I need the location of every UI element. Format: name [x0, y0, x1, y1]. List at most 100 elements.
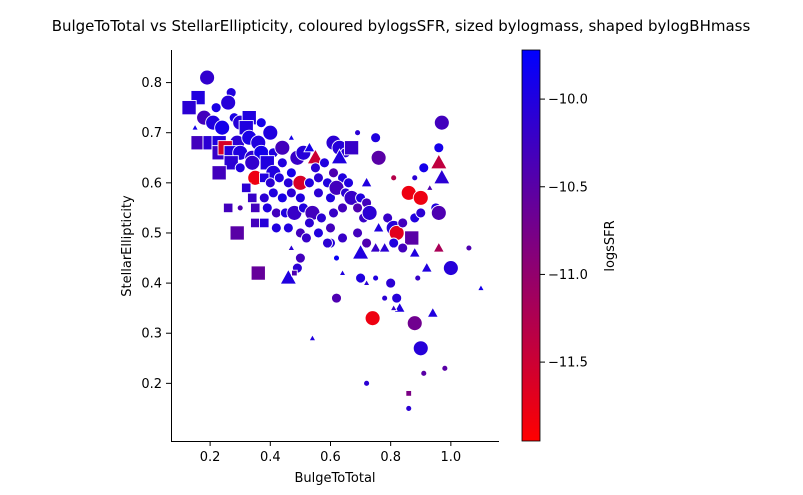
data-point — [250, 265, 266, 281]
data-point — [370, 132, 382, 144]
data-point — [267, 187, 279, 199]
data-point — [214, 119, 231, 136]
data-point — [222, 202, 234, 214]
data-point — [244, 154, 261, 171]
data-point — [261, 202, 273, 214]
data-point — [388, 237, 400, 249]
data-point — [405, 390, 413, 397]
colorbar-tick-label: −11.0 — [548, 268, 588, 283]
data-point — [442, 260, 459, 277]
data-point — [287, 133, 296, 141]
data-point — [364, 310, 381, 327]
data-point — [274, 139, 291, 156]
data-point — [273, 172, 285, 184]
data-point — [303, 177, 315, 189]
data-point — [191, 123, 200, 131]
data-point — [210, 102, 222, 114]
data-point — [291, 269, 298, 277]
data-point — [282, 177, 294, 189]
data-point — [432, 168, 451, 185]
data-points — [181, 69, 485, 412]
colorbar-tick-label: −11.5 — [548, 356, 588, 371]
data-point — [328, 207, 339, 219]
data-point — [361, 237, 373, 249]
data-point — [250, 202, 261, 214]
data-point — [351, 243, 370, 260]
chart-title: BulgeToTotal vs StellarEllipticity, colo… — [52, 17, 751, 35]
data-point — [476, 283, 485, 291]
data-point — [412, 189, 429, 206]
data-point — [338, 268, 347, 276]
data-point — [425, 183, 434, 191]
data-point — [354, 129, 362, 137]
data-point — [360, 176, 373, 188]
data-point — [378, 241, 391, 253]
y-tick-label: 0.2 — [141, 377, 162, 392]
data-point — [389, 303, 398, 312]
data-point — [372, 221, 385, 233]
y-tick-label: 0.3 — [141, 327, 162, 342]
data-point — [241, 182, 252, 194]
data-point — [279, 268, 298, 285]
data-point — [312, 172, 324, 184]
data-point — [381, 294, 389, 302]
data-point — [420, 261, 434, 273]
data-point — [303, 217, 315, 229]
data-point — [262, 124, 279, 141]
data-point — [220, 94, 237, 111]
data-point — [309, 162, 321, 174]
y-tick-label: 0.7 — [141, 126, 162, 141]
data-point — [465, 244, 473, 252]
data-point — [372, 274, 380, 282]
data-point — [405, 404, 413, 412]
data-point — [211, 165, 227, 181]
data-point — [312, 227, 324, 239]
y-tick-label: 0.5 — [141, 226, 162, 241]
data-point — [250, 217, 261, 229]
data-point — [312, 187, 324, 199]
data-point — [411, 174, 419, 182]
data-point — [325, 222, 336, 234]
y-tick-label: 0.8 — [141, 76, 162, 91]
x-tick-label: 0.4 — [260, 450, 281, 465]
data-point — [322, 237, 333, 249]
data-point — [408, 246, 421, 258]
data-point — [343, 177, 354, 189]
data-point — [363, 379, 371, 387]
x-tick-label: 0.6 — [320, 450, 341, 465]
data-point — [412, 340, 429, 357]
y-tick-label: 0.4 — [141, 277, 162, 292]
colorbar-ticks: −10.0 −10.5 −11.0 −11.5 — [540, 93, 588, 371]
y-tick-label: 0.6 — [141, 176, 162, 191]
x-tick-label: 0.8 — [380, 450, 401, 465]
data-point — [287, 243, 296, 251]
data-point — [337, 202, 348, 214]
data-point — [414, 274, 422, 282]
data-point — [369, 241, 382, 253]
x-tick-label: 0.2 — [200, 450, 221, 465]
data-point — [259, 217, 270, 229]
data-point — [330, 148, 349, 165]
data-point — [361, 204, 378, 221]
data-point — [441, 364, 449, 372]
data-point — [294, 192, 306, 204]
data-point — [418, 162, 430, 174]
data-point — [406, 315, 423, 332]
y-axis-ticks: 0.2 0.3 0.4 0.5 0.6 0.7 0.8 — [141, 76, 171, 392]
data-point — [300, 232, 312, 244]
y-axis-title: StellarEllipticity — [120, 195, 135, 297]
data-point — [390, 174, 398, 182]
data-point — [429, 153, 448, 170]
x-axis-title: BulgeToTotal — [294, 471, 375, 486]
data-point — [270, 222, 282, 234]
data-point — [352, 227, 364, 239]
data-point — [433, 142, 445, 154]
data-point — [276, 157, 288, 169]
colorbar — [521, 49, 541, 442]
data-point — [276, 192, 288, 204]
data-point — [282, 222, 294, 234]
data-point — [362, 278, 371, 286]
data-point — [391, 292, 403, 304]
data-point — [426, 306, 440, 318]
